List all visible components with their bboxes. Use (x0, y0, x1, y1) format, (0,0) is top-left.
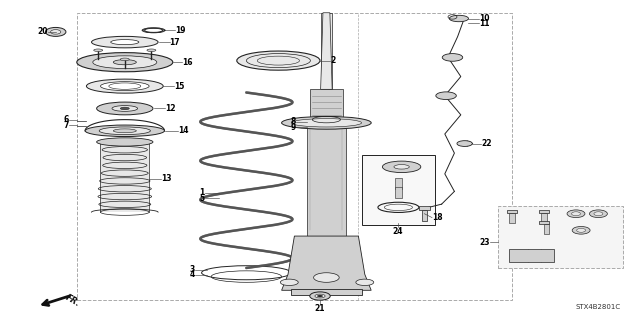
Bar (310, 89, 343, 121)
Ellipse shape (442, 54, 463, 61)
Ellipse shape (93, 56, 157, 69)
Text: 17: 17 (170, 38, 180, 47)
Ellipse shape (112, 106, 138, 111)
Ellipse shape (577, 228, 586, 232)
Text: 3: 3 (190, 265, 195, 274)
Bar (507, 210, 517, 213)
Bar (509, 213, 515, 223)
Ellipse shape (317, 295, 323, 297)
Text: 5: 5 (200, 194, 205, 203)
Ellipse shape (92, 36, 158, 48)
Text: 10: 10 (479, 14, 489, 23)
Text: 2: 2 (330, 56, 335, 65)
Ellipse shape (109, 83, 141, 89)
Text: 13: 13 (161, 174, 172, 183)
Ellipse shape (142, 28, 165, 33)
Ellipse shape (237, 51, 320, 70)
Text: 19: 19 (175, 26, 186, 35)
Ellipse shape (572, 226, 590, 234)
Bar (498, 206, 623, 268)
Ellipse shape (97, 102, 153, 115)
Text: 9: 9 (291, 123, 296, 132)
Bar (307, 123, 346, 236)
Bar (321, 13, 332, 89)
Bar (539, 210, 549, 213)
Ellipse shape (100, 82, 149, 91)
Ellipse shape (113, 60, 136, 65)
Bar (362, 155, 435, 225)
Ellipse shape (572, 212, 580, 216)
Ellipse shape (51, 30, 61, 34)
Bar (395, 178, 402, 189)
Ellipse shape (45, 27, 66, 36)
Ellipse shape (383, 161, 421, 173)
Bar (395, 187, 402, 198)
Bar (544, 224, 549, 234)
Text: FR.: FR. (64, 293, 82, 308)
Bar (291, 289, 362, 295)
Ellipse shape (99, 127, 150, 135)
Text: 11: 11 (479, 19, 489, 28)
Text: 16: 16 (182, 58, 193, 67)
Ellipse shape (436, 92, 456, 100)
Ellipse shape (147, 49, 156, 52)
Ellipse shape (85, 125, 164, 137)
Ellipse shape (120, 58, 129, 61)
Text: 20: 20 (38, 27, 48, 36)
Text: 22: 22 (481, 139, 492, 148)
Text: 7: 7 (64, 121, 69, 130)
Text: 24: 24 (393, 227, 403, 236)
Text: 15: 15 (174, 82, 184, 91)
Ellipse shape (120, 107, 129, 110)
Text: 6: 6 (64, 115, 69, 124)
Bar (422, 210, 427, 221)
Text: 4: 4 (190, 271, 195, 279)
Bar (77, 13, 512, 300)
Ellipse shape (314, 273, 339, 282)
Ellipse shape (280, 279, 298, 286)
Text: 21: 21 (315, 304, 325, 313)
Ellipse shape (394, 165, 410, 169)
Ellipse shape (291, 119, 362, 127)
Ellipse shape (145, 28, 163, 32)
Ellipse shape (457, 141, 472, 146)
Text: 23: 23 (479, 238, 490, 247)
Ellipse shape (111, 40, 139, 45)
Text: 8: 8 (291, 117, 296, 126)
Ellipse shape (594, 212, 603, 216)
Polygon shape (282, 236, 371, 290)
Ellipse shape (356, 279, 374, 286)
Text: STX4B2801C: STX4B2801C (575, 304, 621, 310)
Polygon shape (321, 13, 332, 89)
Text: 14: 14 (178, 126, 188, 135)
Ellipse shape (449, 15, 468, 22)
Ellipse shape (282, 116, 371, 129)
Ellipse shape (113, 129, 136, 133)
Bar (539, 221, 549, 224)
Text: 12: 12 (165, 104, 175, 113)
Ellipse shape (589, 210, 607, 218)
Ellipse shape (86, 79, 163, 93)
Bar (100, 142, 149, 212)
Bar (509, 249, 554, 262)
Ellipse shape (77, 53, 173, 72)
Ellipse shape (310, 292, 330, 300)
Text: 18: 18 (432, 213, 443, 222)
Ellipse shape (567, 210, 585, 218)
Bar (419, 206, 430, 210)
Bar (541, 213, 547, 223)
Ellipse shape (93, 49, 102, 52)
Text: 1: 1 (200, 189, 205, 197)
Ellipse shape (97, 138, 153, 146)
Ellipse shape (315, 294, 325, 298)
